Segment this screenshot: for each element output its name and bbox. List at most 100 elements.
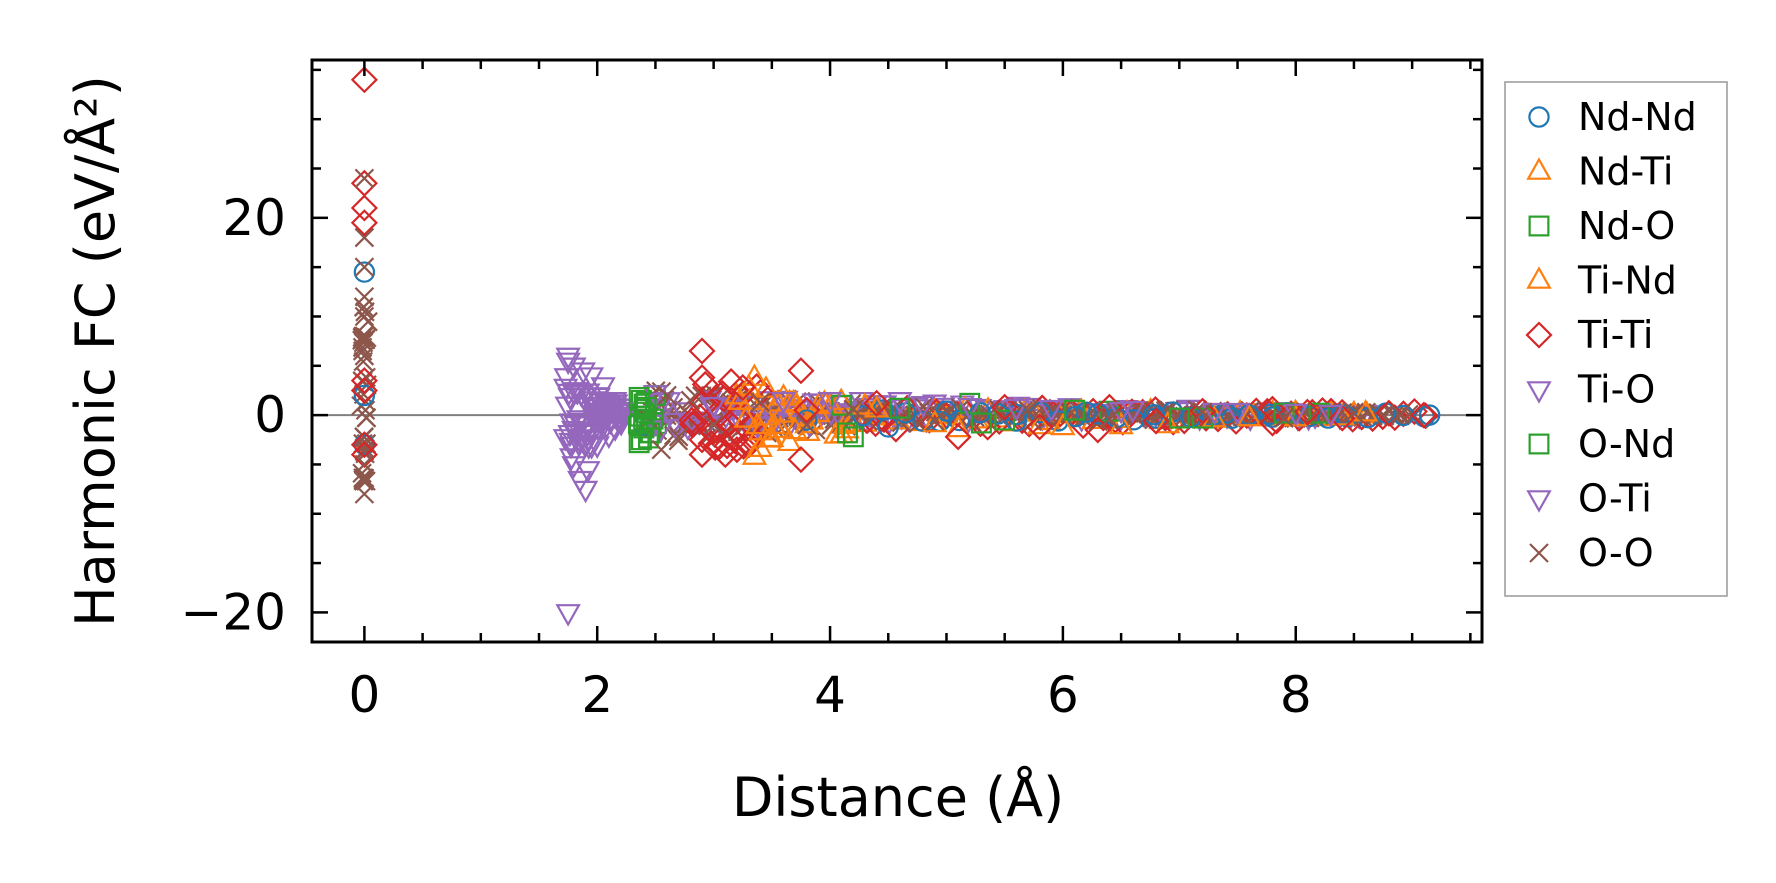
data-point-ti-nd: [1236, 403, 1262, 427]
data-point-ti-o: [572, 480, 599, 504]
data-point-o-o: [657, 385, 677, 406]
data-point-o-nd: [889, 397, 911, 419]
data-point-ti-ti: [350, 367, 378, 395]
data-point-o-o: [354, 469, 375, 490]
data-point-ti-nd: [794, 410, 820, 434]
data-point-ti-ti: [793, 396, 821, 424]
data-point-ti-ti: [1328, 404, 1356, 432]
data-point-o-nd: [628, 432, 650, 454]
data-point-ti-o: [1038, 399, 1064, 423]
data-point-ti-ti: [944, 423, 972, 451]
data-point-o-ti: [575, 461, 601, 484]
data-point-o-o: [703, 415, 724, 435]
data-point-o-o: [1192, 402, 1213, 422]
legend-marker-ti-o: [1526, 381, 1552, 404]
data-point-o-o: [1390, 404, 1411, 424]
legend-label: Ti-O: [1577, 368, 1655, 412]
data-point-ti-ti: [1189, 397, 1217, 425]
data-point-nd-nd: [935, 400, 958, 422]
x-tick-label: 0: [348, 666, 380, 724]
data-point-o-nd: [642, 408, 664, 430]
data-point-o-ti: [605, 411, 631, 435]
data-point-ti-ti: [350, 431, 378, 459]
data-point-nd-ti: [741, 442, 768, 465]
legend-marker-ti-nd: [1526, 266, 1552, 289]
data-point-nd-nd: [1005, 410, 1028, 432]
data-point-ti-ti: [729, 373, 757, 402]
data-point-ti-ti: [688, 426, 716, 454]
data-point-ti-ti: [350, 376, 378, 405]
x-tick-label: 2: [581, 666, 613, 724]
x-tick-label: 4: [814, 666, 846, 724]
y-tick-label: −20: [180, 583, 286, 641]
data-point-ti-o: [1317, 404, 1344, 428]
data-point-nd-nd: [353, 434, 376, 456]
legend-label: O-O: [1578, 531, 1654, 575]
data-point-ti-o: [957, 397, 983, 421]
data-point-o-nd: [837, 422, 858, 444]
data-point-ti-o: [887, 392, 913, 415]
data-point-ti-nd: [776, 428, 802, 452]
data-point-o-ti: [558, 448, 585, 471]
data-point-o-nd: [1168, 407, 1190, 429]
band-point-o-o: [356, 408, 377, 428]
tick-labels-layer: 0 2 4 6 8 −20 0 20: [180, 189, 1311, 724]
data-point-o-o: [651, 439, 672, 460]
legend-marker-o-ti: [1526, 490, 1552, 513]
data-point-o-o: [354, 227, 375, 248]
data-point-nd-o: [631, 429, 652, 451]
x-tick-label: 6: [1047, 666, 1079, 724]
data-point-nd-o: [842, 426, 864, 448]
legend-frame: [1504, 81, 1728, 597]
legend-marker-ti-ti: [1525, 321, 1553, 349]
legend-marker-nd-nd: [1528, 106, 1550, 128]
legend-marker-o-o: [1529, 543, 1549, 563]
data-point-ti-nd: [764, 389, 791, 412]
data-point-ti-ti: [723, 436, 751, 464]
data-point-o-o: [843, 399, 864, 419]
data-point-ti-ti: [717, 368, 745, 396]
data-point-ti-nd: [1050, 412, 1076, 436]
plot-frame: [310, 58, 1484, 644]
data-point-o-nd: [1273, 402, 1295, 424]
data-point-ti-o: [584, 436, 610, 459]
data-point-nd-ti: [782, 416, 808, 440]
y-tick-label: 0: [254, 386, 286, 444]
data-point-o-ti: [596, 398, 622, 422]
legend-label: O-Ti: [1578, 477, 1652, 521]
data-point-o-ti: [570, 362, 596, 385]
data-point-ti-ti: [1084, 416, 1112, 444]
band-point-ti-o: [949, 395, 975, 419]
data-point-nd-nd: [796, 409, 818, 431]
data-point-o-o: [354, 286, 375, 307]
data-point-o-ti: [567, 431, 593, 455]
data-point-o-o: [354, 306, 375, 327]
data-point-o-o: [1018, 400, 1038, 420]
data-point-o-o: [750, 392, 770, 413]
band-point-ti-ti: [716, 409, 744, 437]
legend-label: Nd-Nd: [1578, 95, 1697, 139]
data-point-o-ti: [584, 387, 610, 410]
band-point-ti-ti: [691, 370, 719, 398]
data-point-nd-o: [994, 409, 1016, 431]
legend-label: Nd-Ti: [1578, 150, 1673, 194]
data-point-ti-ti: [1410, 401, 1438, 429]
band-point-o-ti: [565, 410, 592, 433]
ticks-layer: [312, 60, 1482, 642]
band-point-nd-ti: [811, 389, 838, 412]
data-point-o-o: [1274, 408, 1294, 428]
data-point-o-o: [354, 168, 375, 189]
band-point-nd-ti: [752, 402, 779, 426]
data-point-o-o: [354, 257, 375, 277]
data-point-ti-ti: [350, 169, 378, 197]
band-point-nd-ti: [760, 411, 787, 435]
legend: Nd-Nd Nd-Ti Nd-O Ti-Nd Ti-Ti Ti-O O-Nd O-Ti O-O: [1504, 81, 1728, 597]
legend-label: O-Nd: [1578, 422, 1675, 466]
y-tick-label: 20: [222, 189, 286, 247]
data-point-nd-nd: [353, 261, 376, 283]
data-point-ti-ti: [787, 445, 815, 474]
data-point-ti-nd: [1154, 410, 1181, 434]
data-point-o-o: [354, 484, 375, 504]
data-point-ti-ti: [1142, 407, 1170, 435]
data-point-o-ti: [770, 392, 797, 415]
